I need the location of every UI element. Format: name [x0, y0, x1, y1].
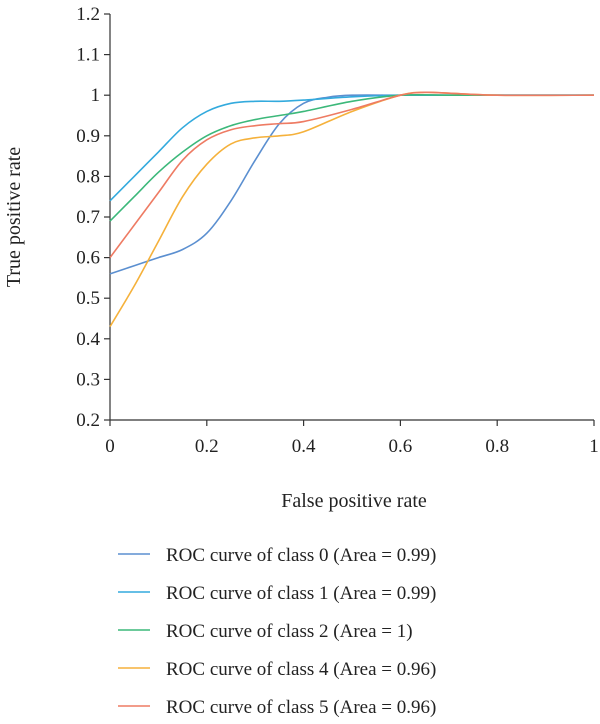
x-tick-label: 0.8 [485, 436, 509, 457]
x-tick-label: 0.4 [292, 436, 316, 457]
y-tick-label: 0.9 [76, 126, 100, 147]
y-tick-label: 1 [91, 85, 101, 106]
x-tick-label: 1 [589, 436, 599, 457]
y-axis-title: True positive rate [3, 147, 25, 287]
legend-label-1: ROC curve of class 1 (Area = 0.99) [166, 583, 436, 604]
legend-label-0: ROC curve of class 0 (Area = 0.99) [166, 545, 436, 566]
legend-label-4: ROC curve of class 5 (Area = 0.96) [166, 697, 436, 718]
y-tick-label: 0.4 [76, 329, 100, 350]
y-tick-label: 0.6 [76, 248, 100, 269]
y-tick-label: 0.2 [76, 410, 100, 431]
y-tick-label: 0.3 [76, 369, 100, 390]
x-axis-title: False positive rate [281, 490, 427, 512]
series-line-4 [109, 91, 595, 259]
series-line-2 [109, 93, 594, 222]
tick-labels: 0.20.30.40.50.60.70.80.911.11.20 0.2 0.4 0.… [76, 4, 599, 457]
axes [104, 13, 595, 426]
y-tick-label: 0.7 [76, 207, 100, 228]
legend-label-2: ROC curve of class 2 (Area = 1) [166, 621, 413, 642]
y-tick-label: 1.2 [76, 4, 100, 25]
x-tick-label: 0 [105, 436, 115, 457]
y-tick-label: 0.5 [76, 288, 100, 309]
x-tick-label: 0.6 [389, 436, 413, 457]
y-tick-label: 0.8 [76, 166, 100, 187]
legend-label-3: ROC curve of class 4 (Area = 0.96) [166, 659, 436, 680]
x-tick-label: 0.2 [195, 436, 219, 457]
series-line-0 [109, 94, 594, 275]
legend: ROC curve of class 0 (Area = 0.99) ROC cu… [118, 545, 436, 718]
y-tick-label: 1.1 [76, 45, 100, 66]
plot-series [109, 91, 595, 328]
